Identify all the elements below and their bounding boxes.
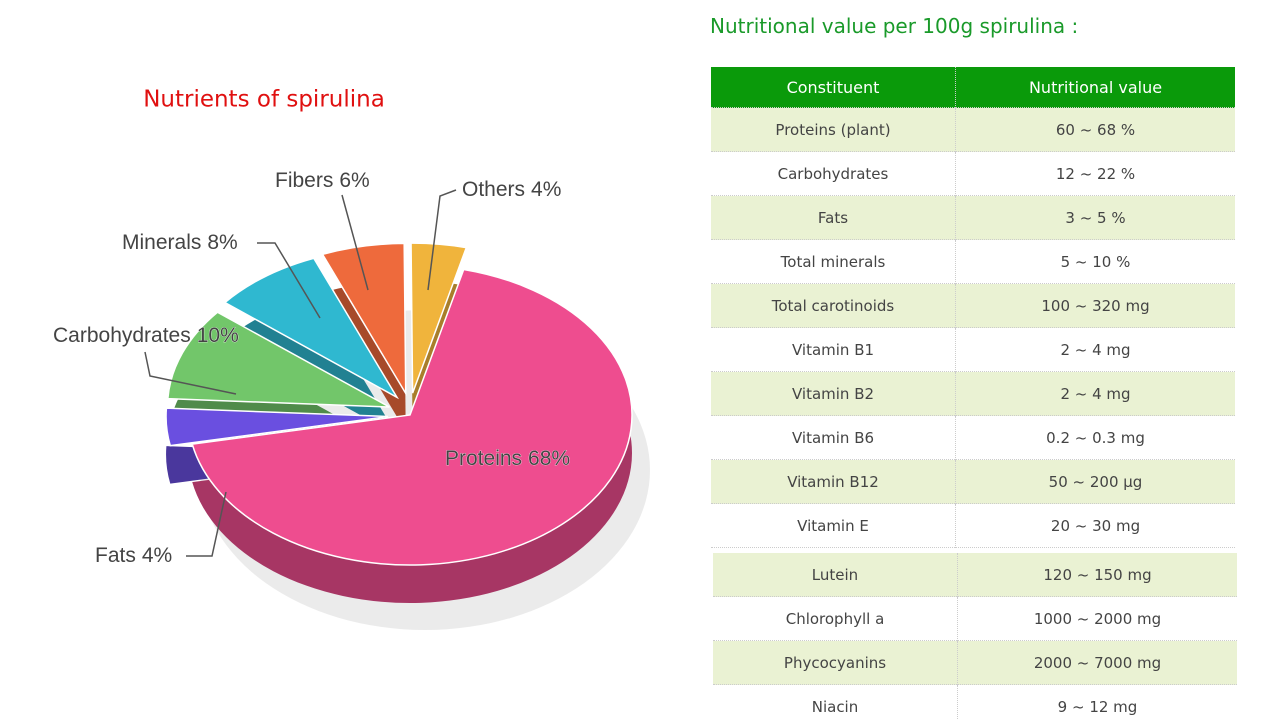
category-label: Fats [95,544,136,567]
slice [165,407,389,447]
category-label: Proteins [445,447,522,470]
table-cell: Vitamin B12 [711,460,955,504]
table-cell: Total carotinoids [711,284,955,328]
table-cell: 2 ~ 4 mg [955,328,1235,372]
leader-line [341,194,369,291]
table-cell: 12 ~ 22 % [955,152,1235,196]
category-label: Others [462,178,525,201]
table-cell: Total minerals [711,240,955,284]
slice-label: Carbohydrates 10% [53,324,239,347]
table-cell: Carbohydrates [711,152,955,196]
slice [410,242,468,394]
leader-line [144,351,237,395]
table-title: Nutritional value per 100g spirulina : [710,14,1079,38]
value-label: 6% [339,169,369,192]
slice [167,311,390,408]
table-cell: 20 ~ 30 mg [955,504,1235,548]
table-cell: Fats [711,196,955,240]
table-cell: Phycocyanins [713,641,957,685]
category-label: Fibers [275,169,333,192]
slice-label: Others 4% [462,178,561,201]
table-cell: Niacin [713,685,957,720]
leader-line [427,189,457,291]
slice [223,257,400,400]
table-cell: 0.2 ~ 0.3 mg [955,416,1235,460]
table-cell: 50 ~ 200 µg [955,460,1235,504]
table-cell: Lutein [713,553,957,597]
chart-title: Nutrients of spirulina [143,87,385,113]
chart: Nutrients of spirulina Proteins 68% Fats 4%… [53,87,650,630]
table-cell: 2 ~ 4 mg [955,372,1235,416]
table-cell: 3 ~ 5 % [955,196,1235,240]
leader-line [257,242,321,319]
slice-label: Fats 4% [95,544,172,567]
slice [191,268,633,566]
table-cell: Vitamin E [711,504,955,548]
header-cell: Nutritional value [955,67,1235,108]
value-label: 4% [142,544,172,567]
value-label: 10% [197,324,239,347]
slice-label: Proteins 68% [445,447,570,470]
table-cell: 5 ~ 10 % [955,240,1235,284]
table-cell: Vitamin B1 [711,328,955,372]
leader-line [186,491,227,557]
table-cell: 100 ~ 320 mg [955,284,1235,328]
table-cell: Chlorophyll a [713,597,957,641]
table-cell: Vitamin B6 [711,416,955,460]
category-label: Minerals [122,231,201,254]
slice-label: Minerals 8% [122,231,238,254]
table-cell: 1000 ~ 2000 mg [957,597,1237,641]
table-cell: 9 ~ 12 mg [957,685,1237,720]
table-cell: 120 ~ 150 mg [957,553,1237,597]
header-cell: Constituent [711,67,955,108]
slice-label: Fibers 6% [275,169,370,192]
table-cell: Vitamin B2 [711,372,955,416]
table-cell: 60 ~ 68 % [955,108,1235,152]
value-label: 8% [207,231,237,254]
category-label: Carbohydrates [53,324,191,347]
value-label: 68% [528,447,570,470]
slice [321,242,407,397]
table-cell: 2000 ~ 7000 mg [957,641,1237,685]
table-cell: Proteins (plant) [711,108,955,152]
value-label: 4% [531,178,561,201]
